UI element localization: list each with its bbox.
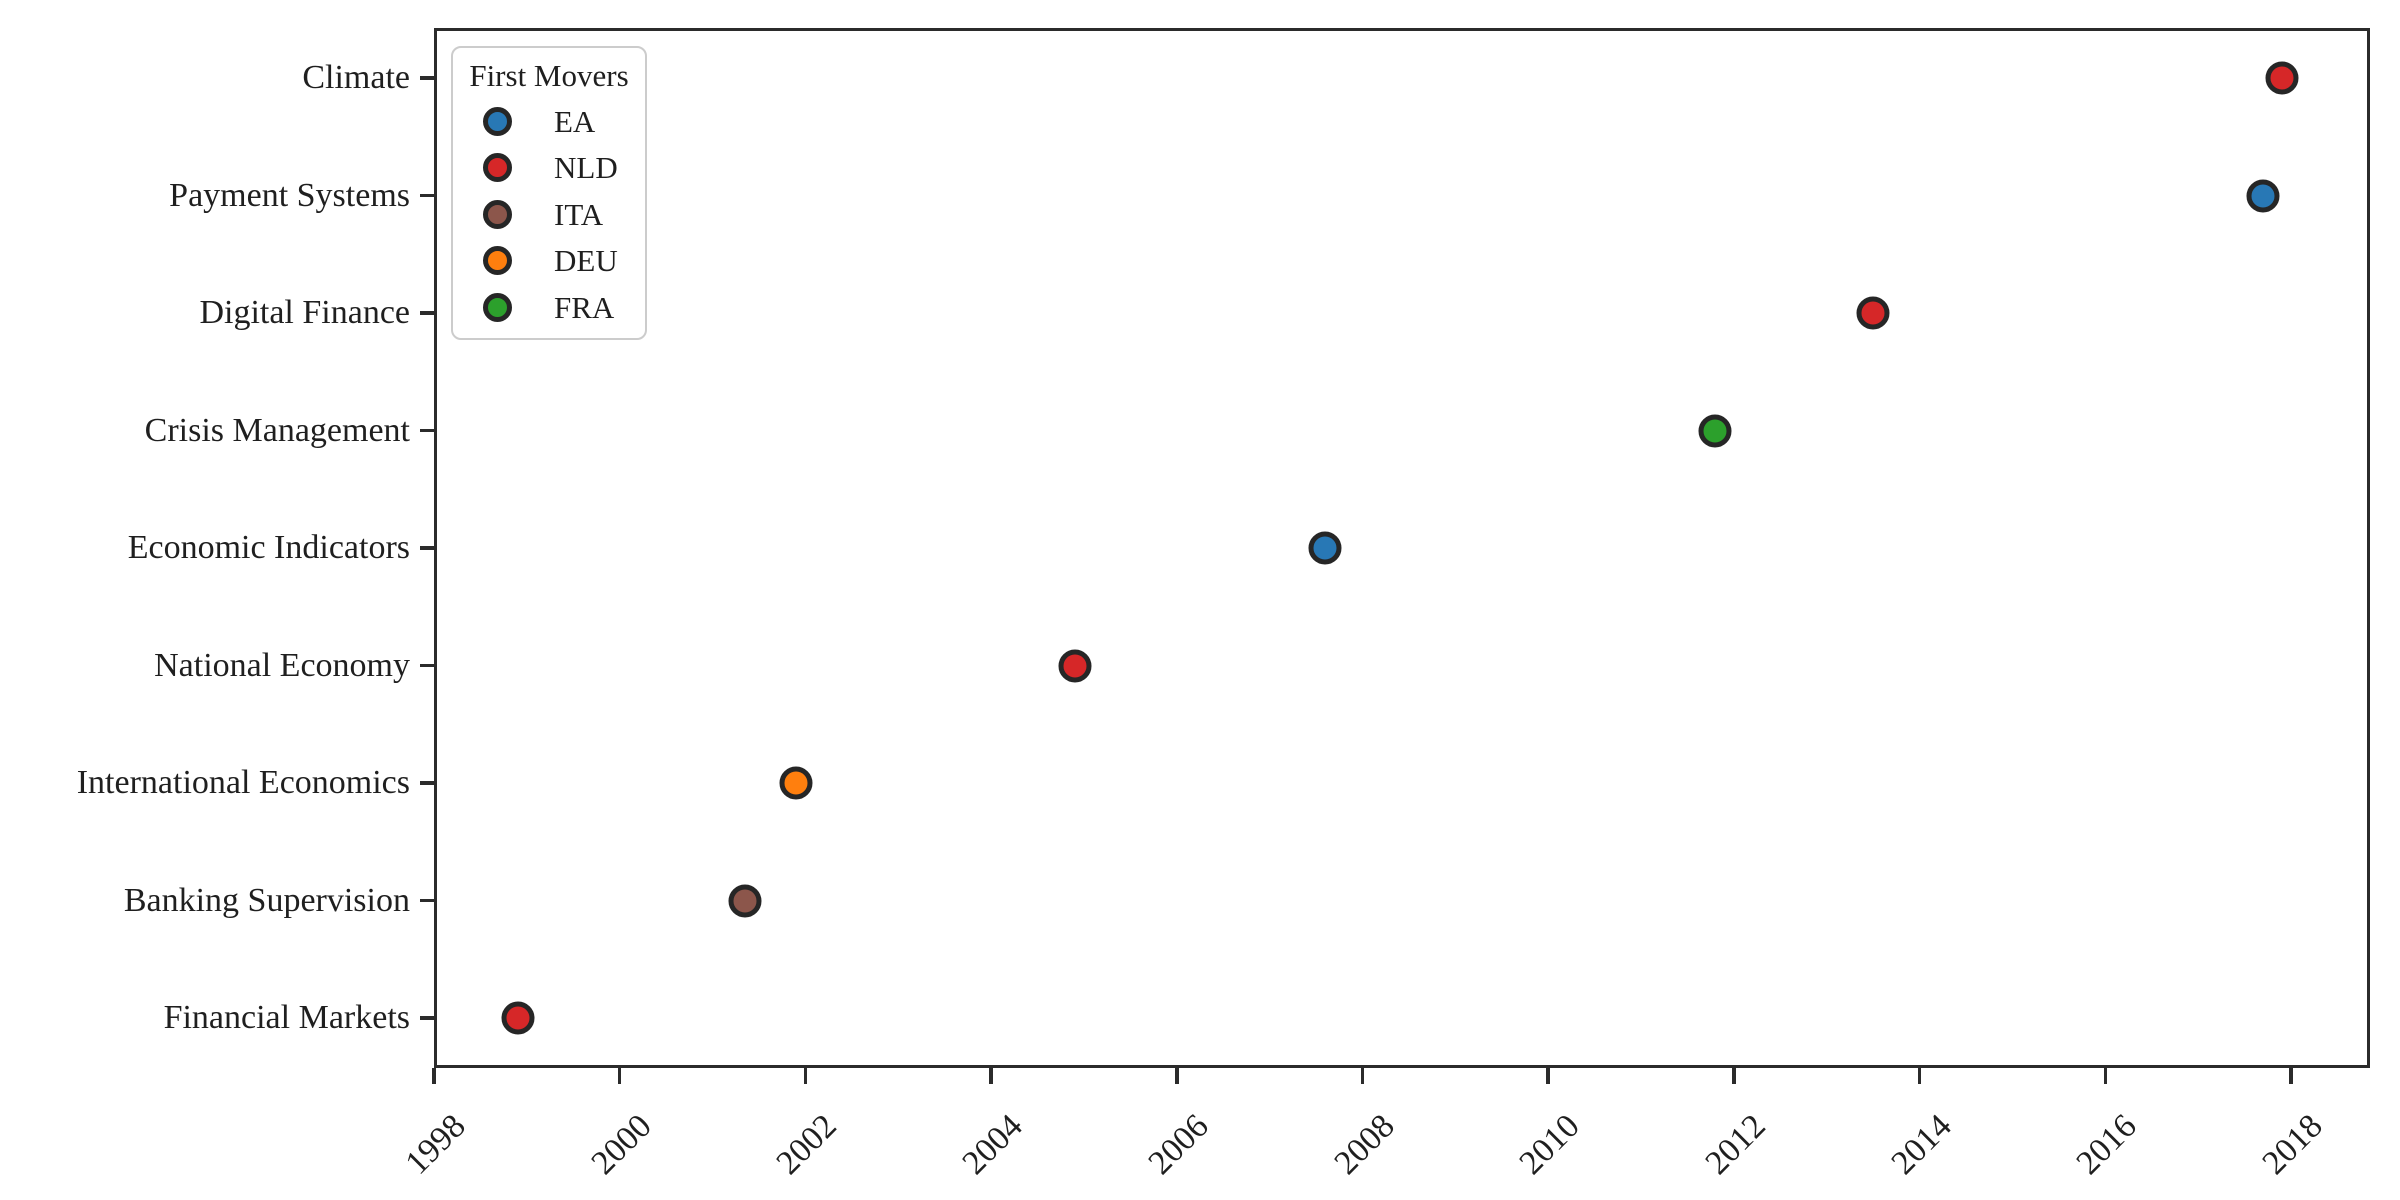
y-tick [420, 663, 434, 668]
y-tick-label: Banking Supervision [123, 881, 410, 919]
legend: First Movers EA NLD ITA DEU FRA [451, 46, 647, 340]
legend-item-fra: FRA [453, 284, 645, 331]
legend-marker-icon [483, 199, 512, 229]
data-point-ea [2246, 179, 2280, 212]
x-tick-label: 2008 [1327, 1107, 1402, 1182]
y-tick-label: Financial Markets [163, 999, 410, 1036]
legend-item-label: FRA [554, 289, 615, 325]
x-tick-label: 2006 [1141, 1107, 1216, 1182]
y-tick [420, 76, 434, 80]
data-point-nld [2265, 61, 2299, 95]
data-point-fra [1698, 414, 1732, 447]
legend-marker-icon [483, 153, 512, 183]
y-tick [420, 193, 434, 198]
data-point-nld [1058, 649, 1092, 682]
legend-marker-icon [483, 106, 512, 136]
legend-item-nld: NLD [453, 145, 645, 192]
data-point-deu [779, 766, 813, 800]
plot-area [434, 28, 2370, 1068]
x-tick [803, 1068, 808, 1084]
legend-item-ea: EA [453, 98, 645, 145]
legend-item-deu: DEU [453, 238, 645, 285]
y-tick [420, 1016, 434, 1020]
legend-marker-icon [483, 292, 512, 322]
legend-item-label: ITA [554, 196, 604, 232]
y-tick-label: Climate [302, 59, 410, 96]
x-tick-label: 2018 [2255, 1107, 2330, 1182]
x-tick [1917, 1068, 1922, 1084]
x-tick [2103, 1068, 2108, 1084]
data-point-ea [1308, 531, 1342, 565]
data-point-nld [501, 1001, 535, 1035]
legend-item-label: EA [554, 103, 596, 139]
legend-item-label: NLD [554, 150, 618, 186]
x-tick-label: 2004 [955, 1107, 1030, 1182]
x-tick-label: 1998 [398, 1107, 473, 1182]
x-tick-label: 2012 [1698, 1107, 1773, 1182]
y-tick-label: Crisis Management [144, 411, 410, 449]
y-tick-label: National Economy [154, 646, 410, 684]
x-tick [989, 1068, 993, 1084]
x-tick-label: 2016 [2069, 1107, 2145, 1182]
y-tick [420, 311, 434, 315]
data-point-nld [1856, 296, 1890, 330]
y-tick-label: Digital Finance [199, 294, 410, 331]
x-tick [1175, 1068, 1179, 1084]
x-tick [2289, 1068, 2293, 1084]
y-tick [420, 781, 434, 785]
x-tick [617, 1068, 622, 1084]
legend-item-ita: ITA [453, 191, 645, 238]
y-tick-label: International Economics [76, 764, 410, 801]
y-tick [420, 428, 434, 433]
x-tick-label: 2010 [1512, 1107, 1588, 1182]
x-tick-label: 2014 [1884, 1107, 1959, 1182]
x-tick [432, 1068, 436, 1084]
data-point-ita [728, 884, 762, 917]
x-tick [1546, 1068, 1550, 1084]
x-tick-label: 2000 [584, 1107, 659, 1182]
y-tick-label: Payment Systems [169, 176, 410, 214]
legend-rows: EA NLD ITA DEU FRA [453, 94, 645, 331]
x-tick [1360, 1068, 1365, 1084]
x-tick [1732, 1068, 1736, 1084]
y-tick [420, 546, 434, 550]
x-tick-label: 2002 [769, 1107, 845, 1182]
y-tick-label: Economic Indicators [127, 529, 410, 566]
legend-marker-icon [483, 246, 512, 276]
legend-item-label: DEU [554, 243, 618, 279]
legend-title: First Movers [469, 58, 629, 93]
y-tick [420, 898, 434, 903]
